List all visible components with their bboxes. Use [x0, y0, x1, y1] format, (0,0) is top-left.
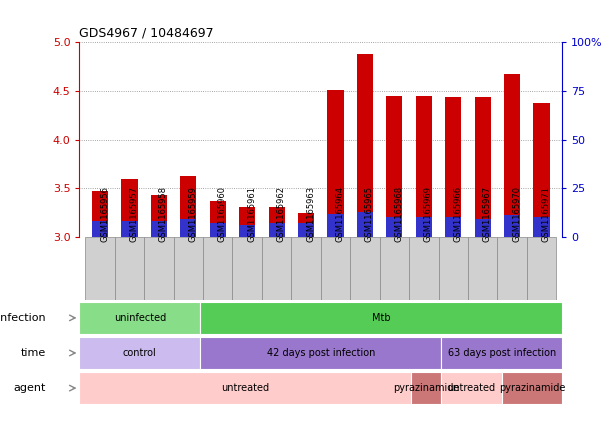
Text: GSM1165960: GSM1165960	[218, 186, 227, 242]
Bar	[386, 217, 403, 237]
Bar	[327, 90, 343, 237]
Text: GSM1165962: GSM1165962	[277, 186, 285, 242]
Text: pyrazinamide: pyrazinamide	[393, 383, 459, 393]
Bar	[379, 237, 409, 300]
Bar	[79, 372, 411, 404]
Bar	[504, 215, 520, 237]
Text: uninfected: uninfected	[114, 313, 166, 323]
Bar	[357, 212, 373, 237]
Bar	[79, 302, 200, 334]
Bar	[415, 217, 432, 237]
Text: GSM1165956: GSM1165956	[100, 186, 109, 242]
Text: infection: infection	[0, 313, 46, 323]
Text: agent: agent	[13, 383, 46, 393]
Bar	[497, 237, 527, 300]
Bar	[92, 221, 108, 237]
Bar	[239, 225, 255, 237]
Text: Mtb: Mtb	[372, 313, 390, 323]
Bar	[415, 96, 432, 237]
Bar	[86, 237, 115, 300]
Text: GSM1165971: GSM1165971	[541, 186, 551, 242]
Bar	[239, 207, 255, 237]
Bar	[200, 337, 441, 369]
Bar	[468, 237, 497, 300]
Bar	[200, 302, 562, 334]
Bar	[411, 372, 441, 404]
Text: GSM1165964: GSM1165964	[335, 186, 345, 242]
Bar	[386, 96, 403, 237]
Text: GSM1165967: GSM1165967	[483, 186, 492, 242]
Bar	[527, 237, 556, 300]
Text: GSM1165963: GSM1165963	[306, 186, 315, 242]
Bar	[502, 372, 562, 404]
Text: GDS4967 / 10484697: GDS4967 / 10484697	[79, 27, 214, 40]
Bar	[442, 372, 502, 404]
Text: control: control	[123, 348, 156, 358]
Bar	[262, 237, 291, 300]
Bar	[321, 237, 350, 300]
Text: pyrazinamide: pyrazinamide	[499, 383, 565, 393]
Text: GSM1165958: GSM1165958	[159, 186, 168, 242]
Bar	[115, 237, 144, 300]
Bar	[203, 237, 232, 300]
Bar	[232, 237, 262, 300]
Bar	[210, 223, 226, 237]
Text: time: time	[21, 348, 46, 358]
Bar	[409, 237, 439, 300]
Bar	[445, 217, 461, 237]
Bar	[180, 220, 196, 237]
Text: GSM1165969: GSM1165969	[424, 186, 433, 242]
Bar	[268, 223, 285, 237]
Bar	[350, 237, 379, 300]
Bar	[174, 237, 203, 300]
Bar	[79, 337, 200, 369]
Bar	[327, 214, 343, 237]
Bar	[92, 191, 108, 237]
Text: GSM1165961: GSM1165961	[247, 186, 256, 242]
Text: untreated: untreated	[447, 383, 496, 393]
Text: GSM1165970: GSM1165970	[512, 186, 521, 242]
Bar	[298, 223, 314, 237]
Bar	[475, 97, 491, 237]
Bar	[210, 201, 226, 237]
Bar	[180, 176, 196, 237]
Bar	[439, 237, 468, 300]
Bar	[291, 237, 321, 300]
Bar	[144, 237, 174, 300]
Text: 42 days post infection: 42 days post infection	[266, 348, 375, 358]
Text: untreated: untreated	[221, 383, 269, 393]
Bar	[475, 220, 491, 237]
Bar	[151, 221, 167, 237]
Bar	[268, 207, 285, 237]
Bar	[151, 195, 167, 237]
Text: GSM1165965: GSM1165965	[365, 186, 374, 242]
Text: 63 days post infection: 63 days post infection	[448, 348, 556, 358]
Text: GSM1165959: GSM1165959	[188, 186, 197, 242]
Bar	[442, 337, 562, 369]
Bar	[122, 179, 137, 237]
Text: GSM1165968: GSM1165968	[394, 186, 403, 242]
Bar	[533, 103, 550, 237]
Bar	[533, 217, 550, 237]
Text: GSM1165966: GSM1165966	[453, 186, 462, 242]
Bar	[504, 74, 520, 237]
Text: GSM1165957: GSM1165957	[130, 186, 139, 242]
Bar	[122, 221, 137, 237]
Bar	[445, 97, 461, 237]
Bar	[357, 54, 373, 237]
Bar	[298, 213, 314, 237]
